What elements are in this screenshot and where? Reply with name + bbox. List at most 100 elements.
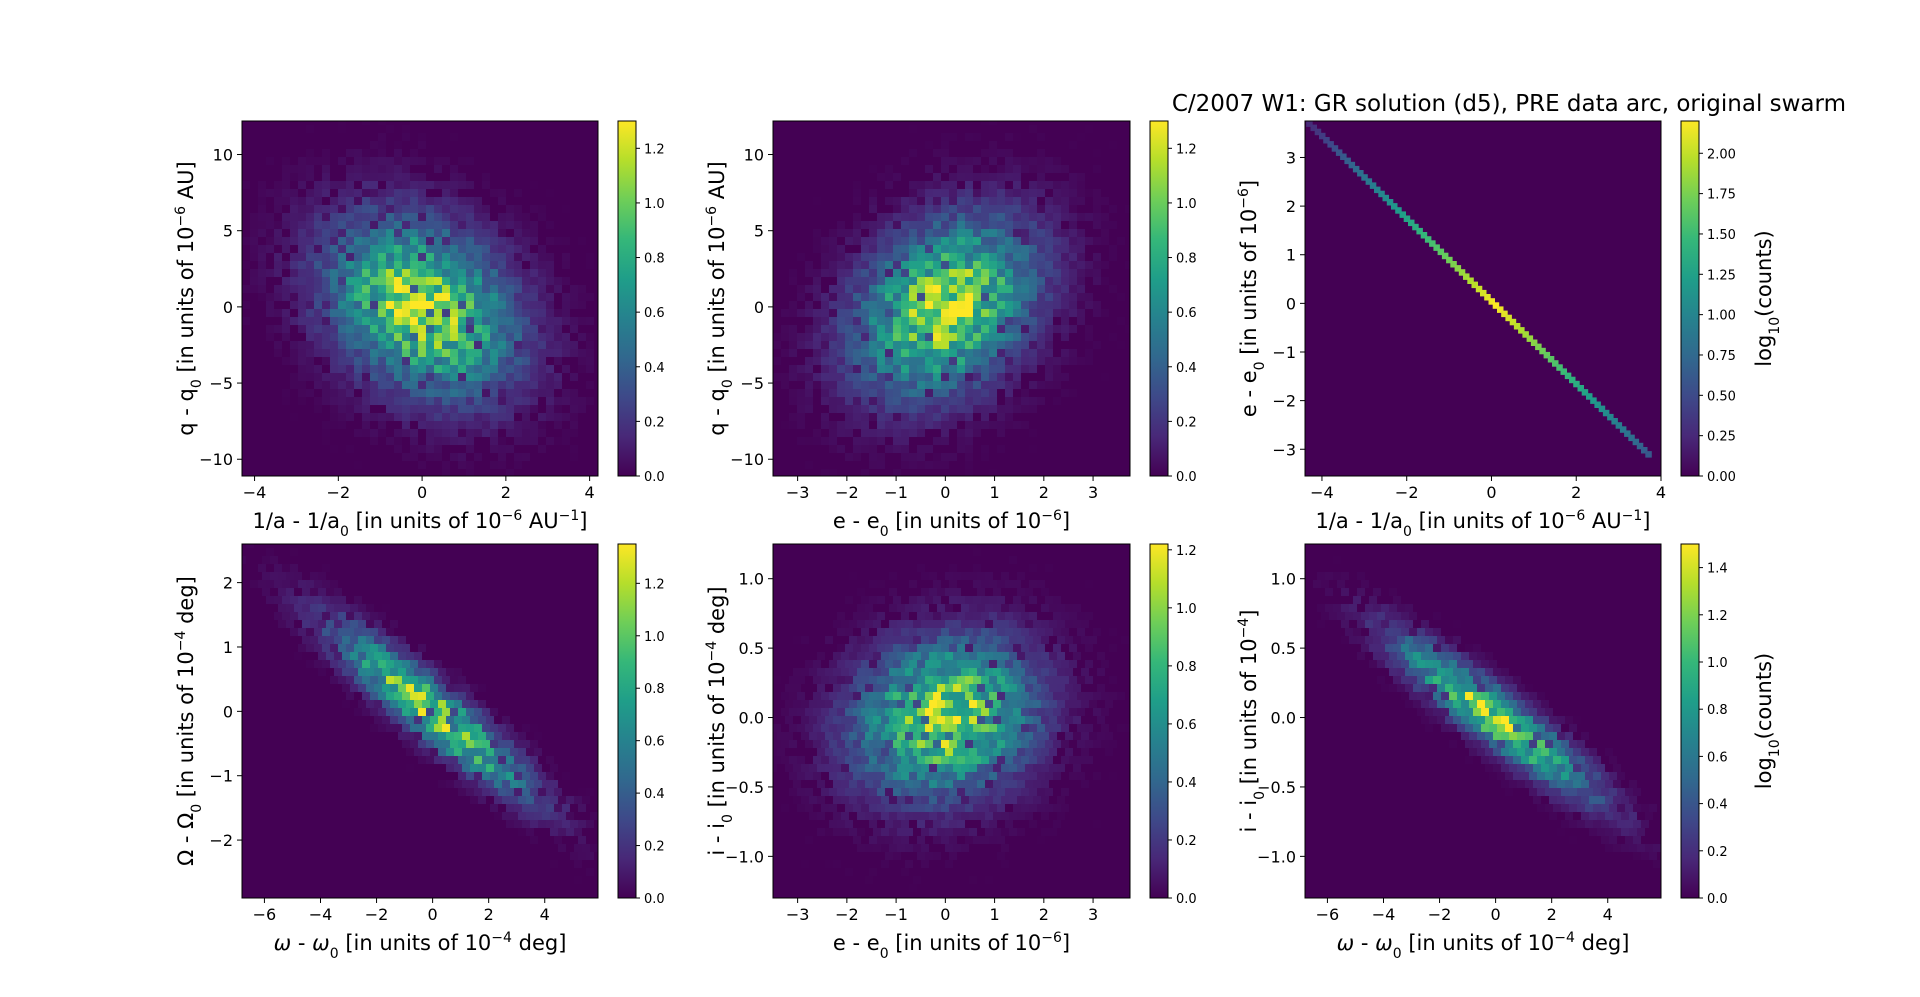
- hexbin-cell: [1021, 285, 1029, 293]
- hexbin-cell: [1417, 628, 1425, 636]
- hexbin-cell: [965, 173, 973, 181]
- hexbin-cell: [997, 173, 1005, 181]
- hexbin-cell: [817, 700, 825, 708]
- hexbin-cell: [941, 612, 949, 620]
- hexbin-cell: [534, 764, 542, 772]
- hexbin-cell: [546, 804, 554, 812]
- hexbin-cell: [398, 700, 406, 708]
- hexbin-cell: [362, 333, 370, 341]
- hexbin-cell: [909, 125, 917, 133]
- hexbin-cell: [554, 437, 562, 445]
- hexbin-cell: [845, 740, 853, 748]
- hexbin-cell: [290, 269, 298, 277]
- hexbin-cell: [1049, 620, 1057, 628]
- hexbin-cell: [558, 844, 566, 852]
- hexbin-cell: [949, 325, 957, 333]
- hexbin-cell: [857, 636, 865, 644]
- hexbin-cell: [981, 660, 989, 668]
- hexbin-cell: [530, 373, 538, 381]
- hexbin-cell: [378, 413, 386, 421]
- hexbin-cell: [314, 596, 322, 604]
- hexbin-cell: [450, 165, 458, 173]
- hexbin-cell: [362, 261, 370, 269]
- hexbin-cell: [1093, 309, 1101, 317]
- hexbin-cell: [1061, 708, 1069, 716]
- hexbin-cell: [885, 804, 893, 812]
- hexbin-cell: [1389, 620, 1397, 628]
- hexbin-cell: [354, 205, 362, 213]
- hexbin-cell: [813, 756, 821, 764]
- hexbin-cell: [430, 732, 438, 740]
- hexbin-cell: [1601, 836, 1609, 844]
- hexbin-cell: [1029, 628, 1037, 636]
- hexbin-cell: [1097, 732, 1105, 740]
- hexbin-cell: [1005, 301, 1013, 309]
- hexbin-cell: [1117, 293, 1125, 301]
- hexbin-cell: [426, 708, 434, 716]
- hexbin-cell: [933, 421, 941, 429]
- hexbin-cell: [829, 660, 837, 668]
- hexbin-cell: [382, 716, 390, 724]
- hexbin-cell: [917, 708, 925, 716]
- hexbin-cell: [402, 676, 410, 684]
- hexbin-cell: [1465, 756, 1473, 764]
- hexbin-cell: [1053, 596, 1061, 604]
- hexbin-cell: [961, 652, 969, 660]
- hexbin-cell: [805, 724, 813, 732]
- hexbin-cell: [985, 700, 993, 708]
- hexbin-cell: [837, 293, 845, 301]
- hexbin-cell: [394, 692, 402, 700]
- hexbin-cell: [1085, 756, 1093, 764]
- x-tick-label: 4: [1656, 483, 1666, 502]
- hexbin-cell: [1633, 804, 1641, 812]
- hexbin-cell: [498, 237, 506, 245]
- hexbin-cell: [965, 165, 973, 173]
- hexbin-cell: [829, 772, 837, 780]
- hexbin-cell: [458, 692, 466, 700]
- hexbin-cell: [889, 700, 897, 708]
- hexbin-cell: [925, 269, 933, 277]
- hexbin-cell: [354, 229, 362, 237]
- hexbin-cell: [274, 580, 282, 588]
- hexbin-cell: [258, 213, 266, 221]
- hexbin-cell: [354, 676, 362, 684]
- hexbin-cell: [837, 612, 845, 620]
- hexbin-cell: [949, 820, 957, 828]
- y-tick-label: 3: [1286, 148, 1296, 167]
- hexbin-cell: [925, 333, 933, 341]
- hexbin-cell: [530, 788, 538, 796]
- hexbin-cell: [1549, 732, 1557, 740]
- hexbin-cell: [1393, 596, 1401, 604]
- hexbin-cell: [1033, 796, 1041, 804]
- hexbin-cell: [941, 149, 949, 157]
- hexbin-cell: [570, 852, 578, 860]
- hexbin-cell: [1389, 604, 1397, 612]
- hexbin-cell: [322, 245, 330, 253]
- hexbin-cell: [973, 644, 981, 652]
- hexbin-cell: [258, 580, 266, 588]
- hexbin-cell: [1077, 708, 1085, 716]
- hexbin-cell: [410, 229, 418, 237]
- hexbin-cell: [378, 293, 386, 301]
- hexbin-cell: [993, 620, 1001, 628]
- hexbin-cell: [1489, 692, 1497, 700]
- hexbin-cell: [821, 413, 829, 421]
- hexbin-cell: [1037, 157, 1045, 165]
- hexbin-cell: [837, 724, 845, 732]
- hexbin-cell: [805, 708, 813, 716]
- hexbin-cell: [957, 333, 965, 341]
- hexbin-cell: [1013, 237, 1021, 245]
- hexbin-cell: [1341, 604, 1349, 612]
- hexbin-cell: [1085, 676, 1093, 684]
- hexbin-cell: [997, 365, 1005, 373]
- hexbin-cell: [893, 301, 901, 309]
- hexbin-cell: [1045, 221, 1053, 229]
- hexbin-cell: [338, 309, 346, 317]
- hexbin-cell: [1021, 205, 1029, 213]
- hexbin-cell: [1013, 628, 1021, 636]
- hexbin-cell: [310, 636, 318, 644]
- hexbin-cell: [1093, 277, 1101, 285]
- hexbin-cell: [1061, 205, 1069, 213]
- hexbin-cell: [410, 405, 418, 413]
- hexbin-cell: [869, 756, 877, 764]
